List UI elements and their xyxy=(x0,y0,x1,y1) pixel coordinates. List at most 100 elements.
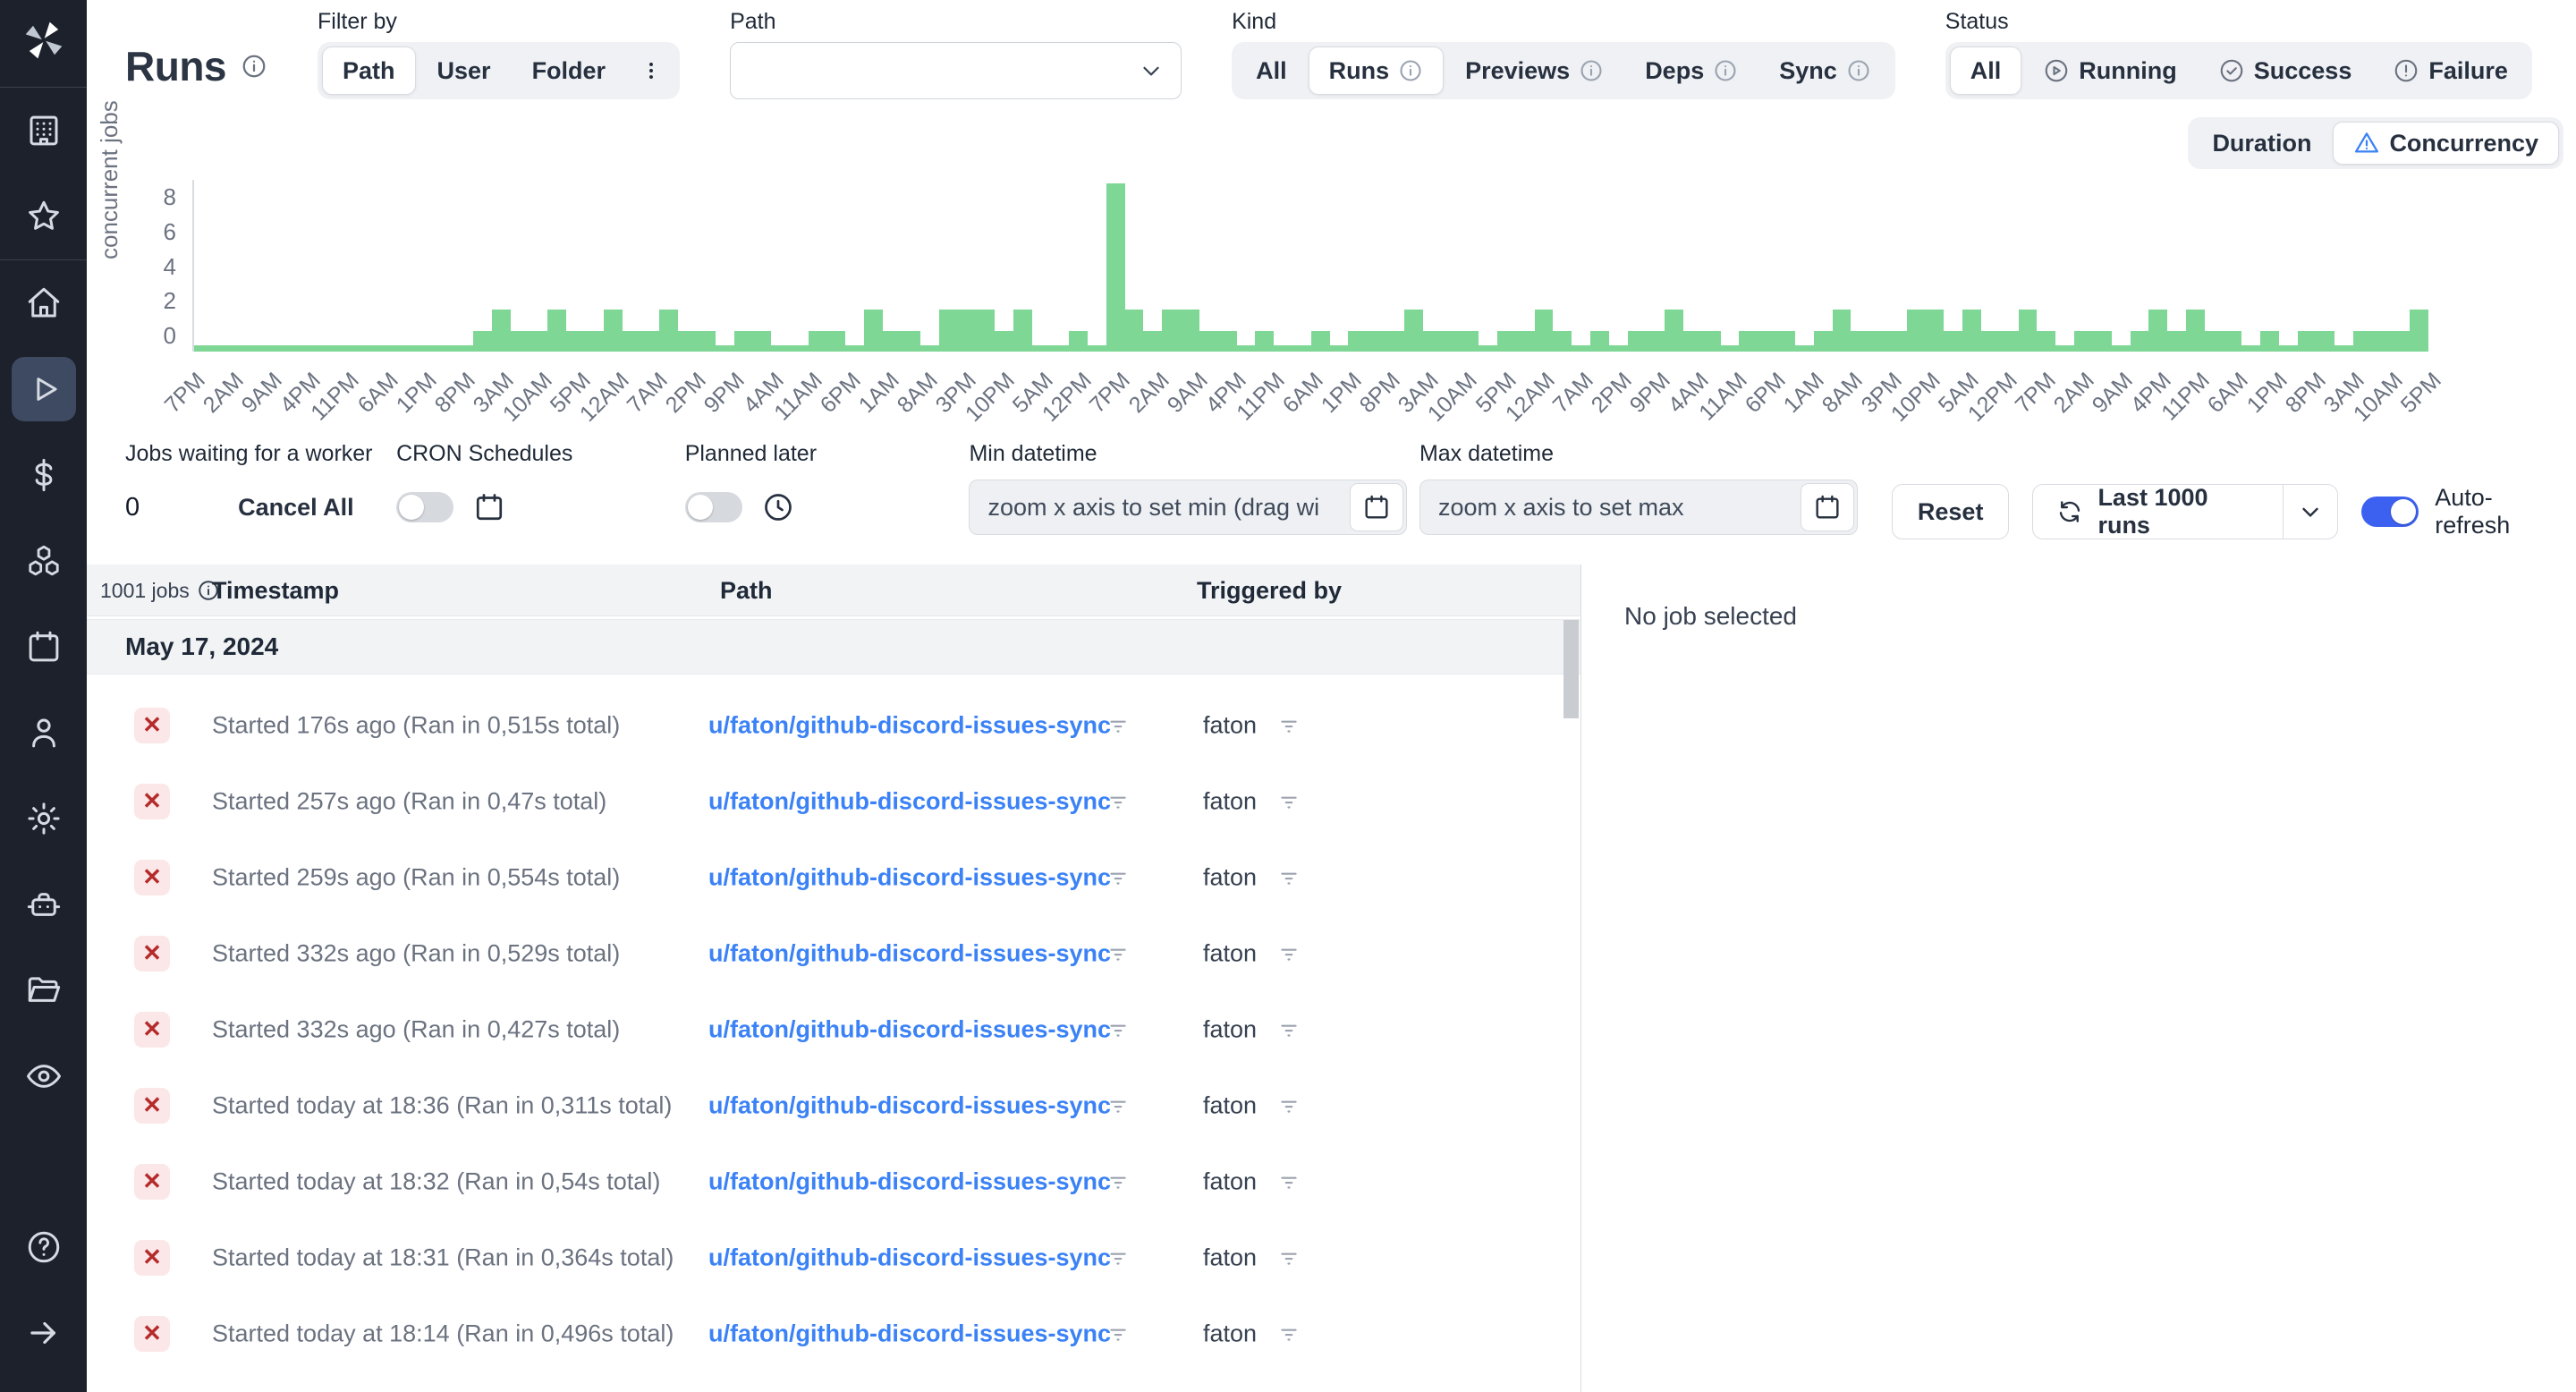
run-row[interactable]: ✕ Started today at 18:14 (Ran in 0,496s … xyxy=(87,1295,1580,1371)
sidebar-item-settings[interactable] xyxy=(12,786,76,851)
filter-by-user-tab[interactable]: User xyxy=(436,56,491,84)
failure-status-icon[interactable]: ✕ xyxy=(134,1315,170,1352)
run-row[interactable]: ✕ Started today at 18:31 (Ran in 0,364s … xyxy=(87,1219,1580,1295)
sidebar-item-favorites[interactable] xyxy=(12,184,76,249)
filter-by-path-icon[interactable] xyxy=(1106,1322,1130,1345)
filter-by-user-icon[interactable] xyxy=(1277,714,1301,737)
filter-by-path-tab[interactable]: Path xyxy=(322,47,416,95)
sidebar-item-folders[interactable] xyxy=(12,958,76,1023)
run-row[interactable]: ✕ Started 257s ago (Ran in 0,47s total) … xyxy=(87,763,1580,839)
run-path-link[interactable]: u/faton/github-discord-issues-sync xyxy=(708,787,1112,814)
filter-by-user-icon[interactable] xyxy=(1277,1322,1301,1345)
run-row[interactable]: ✕ Started 332s ago (Ran in 0,427s total)… xyxy=(87,991,1580,1067)
info-icon[interactable] xyxy=(241,53,267,80)
chart-bar xyxy=(250,345,269,352)
sidebar-item-help[interactable] xyxy=(12,1215,76,1279)
cancel-all-button[interactable]: Cancel All xyxy=(238,493,354,521)
max-datetime-calendar-button[interactable] xyxy=(1800,483,1854,531)
filter-by-path-icon[interactable] xyxy=(1106,1246,1130,1269)
filter-by-path-icon[interactable] xyxy=(1106,714,1130,737)
filter-by-user-icon[interactable] xyxy=(1277,942,1301,965)
status-success-tab[interactable]: Success xyxy=(2199,47,2372,95)
filter-by-user-icon[interactable] xyxy=(1277,866,1301,889)
failure-status-icon[interactable]: ✕ xyxy=(134,707,170,743)
sidebar-item-audit-logs[interactable] xyxy=(12,1044,76,1108)
sidebar-item-schedules[interactable] xyxy=(12,615,76,679)
failure-status-icon[interactable]: ✕ xyxy=(134,1011,170,1048)
filter-by-user-icon[interactable] xyxy=(1277,1246,1301,1269)
run-path-link[interactable]: u/faton/github-discord-issues-sync xyxy=(708,1320,1112,1346)
filter-by-path-icon[interactable] xyxy=(1106,1094,1130,1117)
sidebar-item-workspace[interactable] xyxy=(12,98,76,163)
filter-by-label: Filter by xyxy=(318,9,397,34)
min-datetime-calendar-button[interactable] xyxy=(1350,483,1404,531)
column-header-path[interactable]: Path xyxy=(720,576,773,604)
refresh-runs-button[interactable]: Last 1000 runs xyxy=(2033,485,2283,539)
min-datetime-input[interactable]: zoom x axis to set min (drag wi xyxy=(969,480,1408,535)
cron-schedules-toggle[interactable] xyxy=(396,492,454,522)
failure-status-icon[interactable]: ✕ xyxy=(134,1239,170,1276)
kind-previews-tab[interactable]: Previews xyxy=(1445,47,1623,95)
table-scrollbar[interactable] xyxy=(1563,620,1579,718)
sidebar-item-home[interactable] xyxy=(12,271,76,335)
run-row[interactable]: ✕ Started 259s ago (Ran in 0,554s total)… xyxy=(87,839,1580,915)
run-row[interactable]: ✕ Started today at 18:36 (Ran in 0,311s … xyxy=(87,1067,1580,1143)
concurrency-chart[interactable]: concurrent jobs 8 6 4 2 0 7PM 2AM 9AM 4PM 11PM 6A… xyxy=(87,100,2576,427)
run-row[interactable]: ✕ Started today at 18:32 (Ran in 0,54s t… xyxy=(87,1143,1580,1219)
kind-sync-tab[interactable]: Sync xyxy=(1759,47,1891,95)
run-row[interactable]: ✕ Started 176s ago (Ran in 0,515s total)… xyxy=(87,687,1580,763)
chart-bar xyxy=(1646,330,1665,352)
run-triggered-by: faton xyxy=(1203,1320,1258,1346)
filter-by-folder-tab[interactable]: Folder xyxy=(531,56,606,84)
sidebar-item-resources[interactable] xyxy=(12,529,76,593)
run-path-link[interactable]: u/faton/github-discord-issues-sync xyxy=(708,711,1112,738)
sidebar-item-users[interactable] xyxy=(12,700,76,765)
failure-status-icon[interactable]: ✕ xyxy=(134,1087,170,1124)
run-row[interactable]: ✕ Started 332s ago (Ran in 0,529s total)… xyxy=(87,915,1580,991)
failure-status-icon[interactable]: ✕ xyxy=(134,783,170,819)
run-path-link[interactable]: u/faton/github-discord-issues-sync xyxy=(708,1015,1112,1042)
reset-button[interactable]: Reset xyxy=(1891,484,2010,539)
column-header-timestamp[interactable]: Timestamp xyxy=(212,576,340,604)
last-runs-dropdown-button[interactable] xyxy=(2284,485,2337,539)
run-path-link[interactable]: u/faton/github-discord-issues-sync xyxy=(708,1091,1112,1118)
run-path-link[interactable]: u/faton/github-discord-issues-sync xyxy=(708,1167,1112,1194)
status-all-tab[interactable]: All xyxy=(1949,47,2022,95)
run-path-link[interactable]: u/faton/github-discord-issues-sync xyxy=(708,1243,1112,1270)
controls-row: Jobs waiting for a worker 0 Cancel All C… xyxy=(87,414,2576,539)
failure-status-icon[interactable]: ✕ xyxy=(134,859,170,895)
x-axis-tick-label: 5PM xyxy=(2395,368,2446,419)
sidebar-item-expand[interactable] xyxy=(12,1301,76,1365)
filter-by-more-menu[interactable] xyxy=(627,47,675,95)
auto-refresh-toggle[interactable] xyxy=(2361,497,2419,527)
sidebar-item-workers[interactable] xyxy=(12,872,76,937)
column-header-triggered-by[interactable]: Triggered by xyxy=(1197,576,1343,604)
info-icon[interactable] xyxy=(197,579,220,602)
failure-status-icon[interactable]: ✕ xyxy=(134,1163,170,1200)
mode-concurrency-tab[interactable]: Concurrency xyxy=(2333,122,2559,165)
run-path-link[interactable]: u/faton/github-discord-issues-sync xyxy=(708,863,1112,890)
kind-deps-tab[interactable]: Deps xyxy=(1625,47,1758,95)
path-filter-select[interactable] xyxy=(730,42,1182,99)
filter-by-path-icon[interactable] xyxy=(1106,1018,1130,1041)
kind-runs-tab[interactable]: Runs xyxy=(1308,47,1445,95)
windmill-logo-icon[interactable] xyxy=(20,0,68,87)
filter-by-path-icon[interactable] xyxy=(1106,942,1130,965)
filter-by-path-icon[interactable] xyxy=(1106,790,1130,813)
max-datetime-input[interactable]: zoom x axis to set max xyxy=(1419,480,1858,535)
filter-by-user-icon[interactable] xyxy=(1277,1170,1301,1193)
filter-by-user-icon[interactable] xyxy=(1277,1094,1301,1117)
kind-all-tab[interactable]: All xyxy=(1256,56,1287,84)
filter-by-user-icon[interactable] xyxy=(1277,1018,1301,1041)
planned-later-toggle[interactable] xyxy=(684,492,742,522)
sidebar-item-runs[interactable] xyxy=(11,357,76,421)
mode-duration-tab[interactable]: Duration xyxy=(2212,129,2312,157)
status-failure-tab[interactable]: Failure xyxy=(2373,47,2528,95)
filter-by-path-icon[interactable] xyxy=(1106,866,1130,889)
filter-by-user-icon[interactable] xyxy=(1277,790,1301,813)
failure-status-icon[interactable]: ✕ xyxy=(134,935,170,972)
run-path-link[interactable]: u/faton/github-discord-issues-sync xyxy=(708,939,1112,966)
sidebar-item-usage[interactable] xyxy=(12,443,76,507)
filter-by-path-icon[interactable] xyxy=(1106,1170,1130,1193)
status-running-tab[interactable]: Running xyxy=(2023,47,2196,95)
